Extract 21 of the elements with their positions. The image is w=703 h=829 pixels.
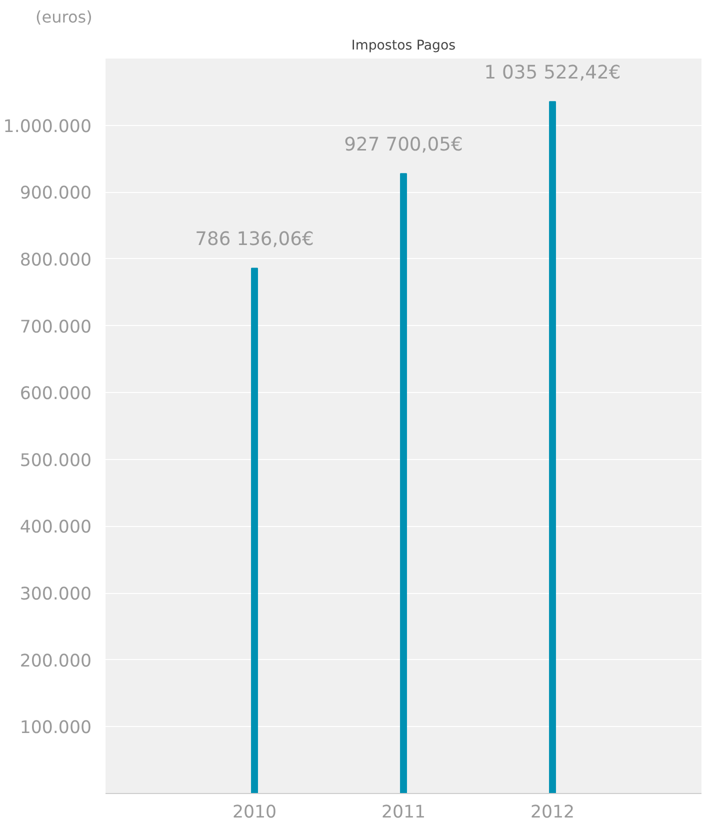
y-tick-label: 200.000 [20, 651, 92, 672]
bar [549, 101, 556, 794]
chart-title: Impostos Pagos [351, 38, 456, 54]
y-tick-label: 1.000.000 [3, 116, 92, 137]
bar [251, 268, 258, 794]
y-axis-title: (euros) [36, 8, 92, 26]
y-tick-label: 400.000 [20, 518, 92, 538]
y-tick-label: 300.000 [20, 584, 92, 605]
data-label: 927 700,05€ [344, 134, 463, 156]
y-tick-label: 800.000 [20, 250, 92, 270]
y-tick-label: 500.000 [20, 450, 92, 471]
data-label: 786 136,06€ [195, 229, 314, 250]
x-tick-label: 2010 [232, 802, 277, 822]
x-tick-label: 2011 [381, 802, 426, 822]
bar [400, 173, 407, 794]
data-label: 1 035 522,42€ [484, 62, 621, 84]
y-tick-label: 100.000 [20, 718, 92, 738]
y-tick-label: 600.000 [20, 384, 92, 404]
y-tick-label: 700.000 [20, 317, 92, 338]
x-tick-label: 2012 [530, 802, 575, 822]
y-tick-label: 900.000 [20, 184, 92, 204]
